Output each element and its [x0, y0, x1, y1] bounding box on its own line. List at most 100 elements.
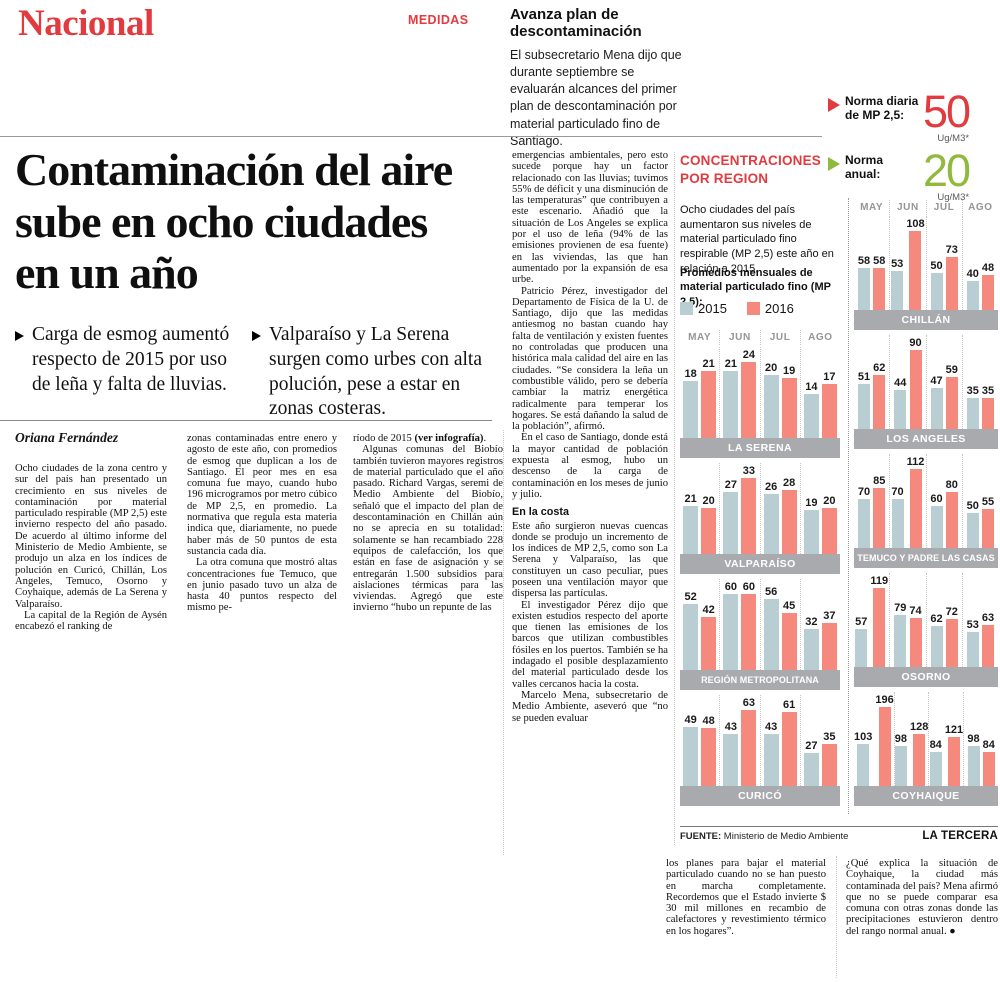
bar-group: 43 61 [761, 695, 801, 786]
bullet-item: Valparaíso y La Serena surgen como urbes… [252, 323, 495, 422]
bar-with-label: 128 [910, 721, 928, 786]
column-divider [674, 152, 675, 845]
bar-value-label: 79 [894, 602, 907, 614]
bar-value-label: 32 [805, 616, 818, 628]
bar-2015 [803, 394, 819, 438]
bar-with-label: 98 [967, 733, 980, 786]
bar-2016 [945, 619, 958, 667]
bar-2015 [803, 510, 819, 554]
legend-item: 2015 [680, 301, 727, 316]
bar-group: 40 48 [963, 216, 998, 310]
bar-with-label: 70 [891, 486, 904, 548]
chart-región-metropolitana: 52 42 60 60 56 45 32 37 REGIÓN METROPOLITANA [680, 579, 840, 690]
bar-2016 [909, 231, 922, 310]
bar-with-label: 45 [781, 600, 797, 670]
chart-city-band: LA SERENA [680, 438, 840, 458]
chart-chillán: 58 58 53 108 50 73 40 48 CHILLÁN [854, 216, 998, 330]
bar-2016 [982, 275, 994, 310]
bar-group: 58 58 [854, 216, 891, 310]
bar-value-label: 33 [742, 465, 755, 477]
kicker-label: MEDIDAS [408, 13, 469, 27]
article-column-5: los planes para bajar el material partic… [666, 858, 826, 937]
bullet-text: Valparaíso y La Serena surgen como urbes… [269, 324, 482, 420]
bar-with-label: 19 [803, 497, 819, 554]
column-divider [836, 856, 837, 978]
bar-value-label: 50 [966, 500, 979, 512]
bar-2016 [947, 737, 960, 786]
bar-with-label: 58 [858, 255, 870, 310]
paragraph: emergencias ambientales, pero esto suced… [512, 150, 668, 286]
bar-value-label: 70 [891, 486, 904, 498]
bar-2015 [930, 506, 943, 548]
bar-with-label: 26 [763, 481, 779, 554]
bar-value-label: 59 [945, 364, 958, 376]
bar-group: 32 37 [801, 579, 840, 670]
bar-group: 14 17 [801, 347, 840, 438]
bar-2015 [858, 268, 870, 310]
month-label: JUN [890, 200, 927, 215]
bar-2015 [930, 388, 943, 429]
bar-2016 [741, 362, 757, 438]
legend-label: 2015 [698, 301, 727, 316]
bar-group: 35 35 [963, 335, 998, 429]
bar-value-label: 27 [805, 740, 818, 752]
paragraph: La capital de la Región de Aysén encabez… [15, 609, 167, 633]
bar-value-label: 49 [684, 714, 697, 726]
chart-city-band: CHILLÁN [854, 310, 998, 330]
chart-osorno: 57 119 79 74 62 72 53 63 OSORNO [854, 573, 998, 687]
section-title: Nacional [18, 3, 154, 44]
infographic-subtitle: Promedios mensuales de material particul… [680, 267, 831, 308]
bar-value-label: 48 [981, 262, 995, 274]
bar-2015 [966, 398, 979, 429]
chart-los-angeles: 51 62 44 90 47 59 35 35 LOS ANGELES [854, 335, 998, 449]
bar-2016 [945, 492, 958, 548]
chart-city-band: VALPARAÍSO [680, 554, 840, 574]
bar-group: 49 48 [680, 695, 721, 786]
bar-with-label: 72 [946, 606, 958, 667]
bar-2015 [763, 734, 779, 786]
bar-2016 [873, 488, 886, 548]
bar-2015 [723, 734, 739, 786]
bar-2015 [894, 615, 907, 667]
bar-with-label: 108 [906, 218, 925, 310]
bar-with-label: 35 [821, 731, 837, 786]
bar-value-label: 60 [930, 493, 943, 505]
bar-with-label: 27 [723, 479, 739, 554]
bar-2015 [803, 753, 819, 786]
bar-2016 [781, 613, 797, 670]
bar-2016 [945, 257, 958, 310]
bar-value-label: 98 [967, 733, 980, 745]
legend-item: 2016 [746, 301, 794, 316]
sidebar-story-title: Avanza plan de descontaminación [510, 6, 642, 40]
month-label: AGO [808, 332, 833, 343]
legend-label: 2016 [764, 301, 794, 316]
chart-city-band: TEMUCO Y PADRE LAS CASAS [854, 548, 998, 568]
paragraph: zonas contaminadas entre enero y agosto … [187, 433, 337, 557]
bar-with-label: 35 [982, 385, 994, 429]
chart-city-band: REGIÓN METROPOLITANA [680, 670, 840, 690]
bar-with-label: 48 [701, 715, 717, 786]
bar-with-label: 62 [873, 362, 885, 429]
bar-with-label: 37 [821, 610, 837, 670]
bar-with-label: 35 [967, 385, 979, 429]
bar-value-label: 52 [684, 591, 697, 603]
bar-value-label: 27 [724, 479, 737, 491]
norm-annual-unit: Ug/M3* [937, 191, 970, 203]
source-label: FUENTE: [680, 831, 722, 842]
bar-group: 70 85 [854, 454, 891, 548]
chart-city-band: LOS ANGELES [854, 429, 998, 449]
bar-value-label: 112 [906, 456, 925, 468]
bar-with-label: 48 [982, 262, 994, 310]
bar-with-label: 44 [894, 377, 906, 429]
bar-value-label: 72 [945, 606, 958, 618]
bar-with-label: 70 [858, 486, 870, 548]
bar-with-label: 61 [781, 699, 797, 786]
article-column-6: ¿Qué explica la situación de Coyhaique, … [846, 858, 998, 937]
source-line: FUENTE: Ministerio de Medio Ambiente [680, 831, 848, 842]
bar-group: 21 24 [720, 347, 761, 438]
bar-value-label: 35 [981, 385, 995, 397]
bar-with-label: 84 [930, 739, 942, 786]
bar-with-label: 14 [803, 381, 819, 438]
bar-2015 [723, 371, 739, 438]
